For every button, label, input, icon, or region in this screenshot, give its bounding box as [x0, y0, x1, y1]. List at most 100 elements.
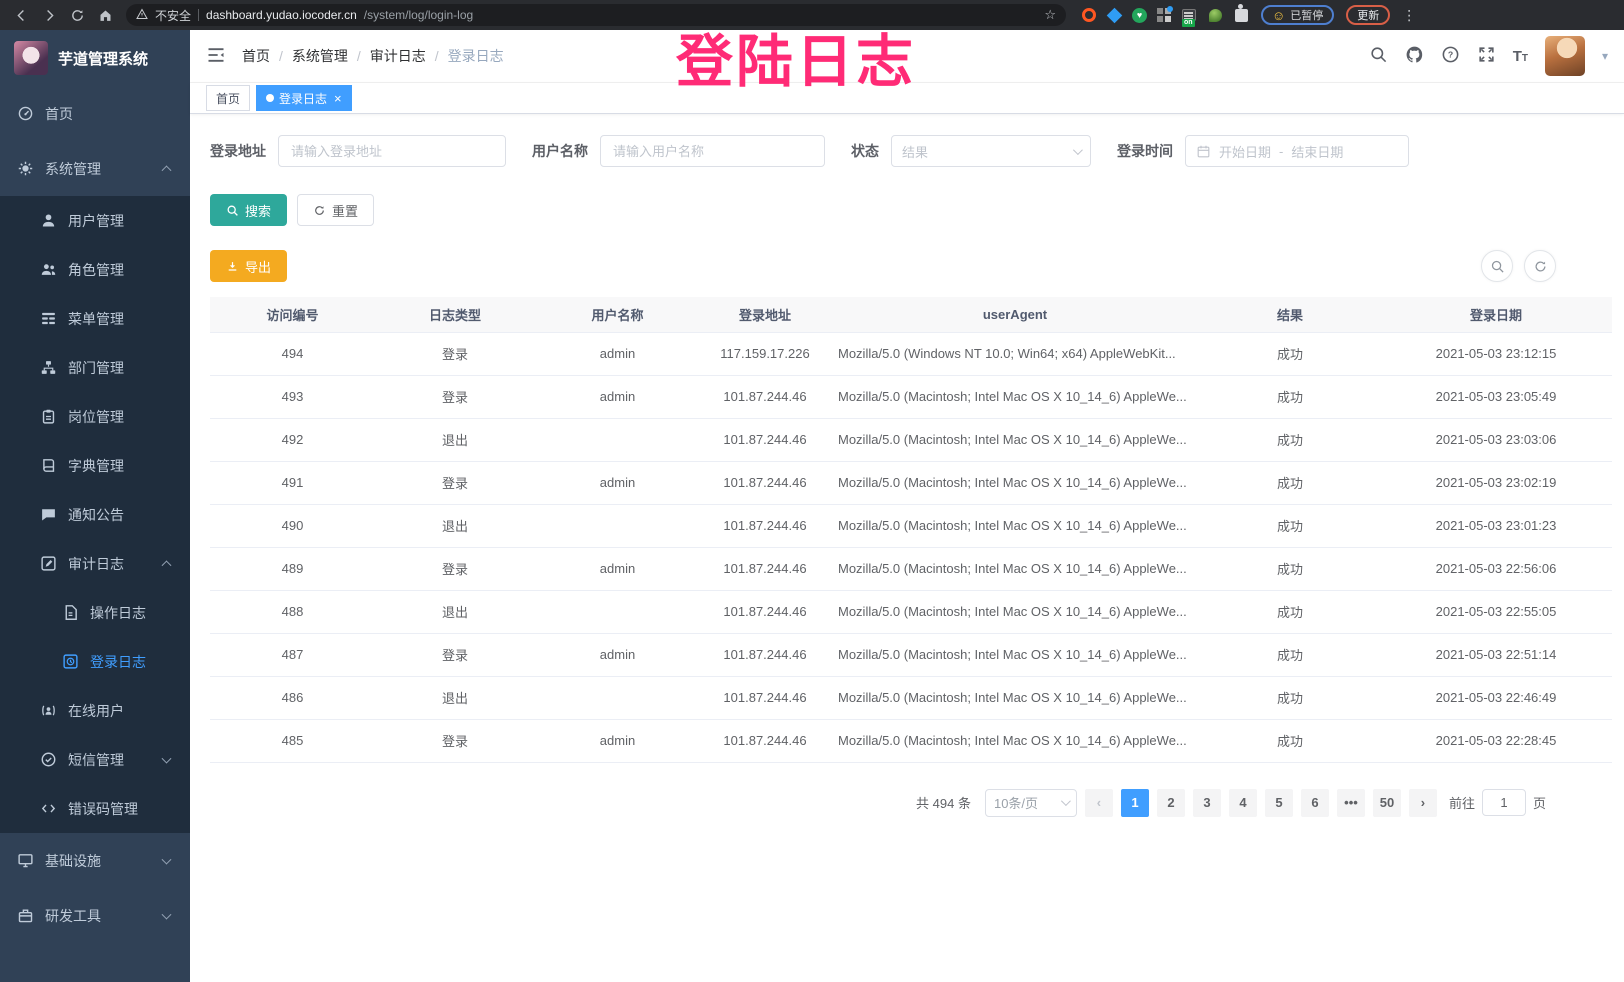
table-row: 489 登录 admin 101.87.244.46 Mozilla/5.0 (Maci…: [210, 547, 1612, 591]
page-button-6[interactable]: 6: [1300, 788, 1329, 817]
breadcrumb-system[interactable]: 系统管理: [291, 48, 348, 64]
cell-visit-id: 494: [210, 332, 375, 376]
sidebar-item-menus[interactable]: 菜单管理: [0, 294, 190, 343]
search-button[interactable]: 搜索: [210, 194, 288, 226]
sidebar-item-posts[interactable]: 岗位管理: [0, 392, 190, 441]
cell-login-date: 2021-05-03 23:03:06: [1380, 418, 1612, 462]
sidebar-item-login-log[interactable]: 登录日志: [0, 637, 190, 686]
cell-visit-id: 491: [210, 461, 375, 505]
toggle-search-button[interactable]: [1481, 250, 1513, 282]
extension-orange-icon[interactable]: [1082, 8, 1096, 22]
end-date-placeholder[interactable]: 结束日期: [1291, 144, 1344, 160]
cell-result: 成功: [1200, 375, 1380, 419]
cell-result: 成功: [1200, 461, 1380, 505]
sidebar-item-notice[interactable]: 通知公告: [0, 490, 190, 539]
page-size-select[interactable]: 10条/页: [984, 788, 1077, 817]
sidebar-item-depts[interactable]: 部门管理: [0, 343, 190, 392]
help-icon[interactable]: ?: [1441, 45, 1460, 67]
sidebar-item-operation-log[interactable]: 操作日志: [0, 588, 190, 637]
browser-forward-icon[interactable]: [36, 3, 62, 27]
paused-label: 已暂停: [1290, 10, 1324, 22]
login-address-input[interactable]: [278, 135, 506, 167]
login-time-range-picker[interactable]: 开始日期 - 结束日期: [1185, 135, 1409, 167]
browser-menu-icon[interactable]: ⋮: [1402, 6, 1417, 23]
sidebar-item-error-code[interactable]: 错误码管理: [0, 784, 190, 833]
sidebar: 芋道管理系统 首页 系统管理 用户管理 角色管理 菜单管理 部门管理 岗位管理 字典管理 通知公…: [0, 30, 190, 982]
top-navbar: 首页 / 系统管理 / 审计日志 / 登录日志 ? TT ▾: [190, 30, 1624, 83]
sidebar-item-users[interactable]: 用户管理: [0, 196, 190, 245]
cell-visit-id: 486: [210, 676, 375, 720]
page-button-3[interactable]: 3: [1192, 788, 1221, 817]
export-button[interactable]: 导出: [210, 250, 288, 282]
cell-log-type: 登录: [375, 547, 535, 591]
avatar-caret-down-icon[interactable]: ▾: [1601, 49, 1608, 63]
browser-home-icon[interactable]: [92, 3, 118, 27]
sidebar-item-system[interactable]: 系统管理: [0, 141, 190, 196]
cell-login-date: 2021-05-03 22:51:14: [1380, 633, 1612, 677]
pager-more-button[interactable]: •••: [1336, 788, 1365, 817]
profile-smiley-icon: ☺: [1272, 7, 1286, 23]
browser-update-button[interactable]: 更新: [1346, 5, 1391, 25]
pager-prev-button[interactable]: ‹: [1084, 788, 1113, 817]
extension-heart-icon[interactable]: ♥: [1132, 7, 1147, 23]
url-bar[interactable]: 不安全 dashboard.yudao.iocoder.cn/system/lo…: [126, 4, 1066, 26]
extension-gem-icon[interactable]: [1106, 7, 1122, 23]
pager-next-button[interactable]: ›: [1408, 788, 1437, 817]
font-size-icon[interactable]: TT: [1512, 47, 1528, 65]
search-icon: [227, 205, 238, 216]
cell-result: 成功: [1200, 418, 1380, 462]
sidebar-item-roles[interactable]: 角色管理: [0, 245, 190, 294]
page-button-5[interactable]: 5: [1264, 788, 1293, 817]
extensions-puzzle-icon[interactable]: [1234, 8, 1248, 22]
sidebar-item-audit-log[interactable]: 审计日志: [0, 539, 190, 588]
breadcrumb-home[interactable]: 首页: [242, 48, 270, 64]
sidebar-item-online-users[interactable]: 在线用户: [0, 686, 190, 735]
sidebar-item-dev-tools[interactable]: 研发工具: [0, 888, 190, 943]
docLog-icon: [62, 604, 79, 621]
extension-grid-icon[interactable]: [1157, 6, 1173, 22]
sidebar-item-sms[interactable]: 短信管理: [0, 735, 190, 784]
bookmark-star-icon[interactable]: ☆: [1044, 7, 1056, 22]
breadcrumb-audit-log[interactable]: 审计日志: [369, 48, 426, 64]
goto-page-input[interactable]: [1481, 789, 1526, 816]
cell-login-address: 101.87.244.46: [700, 719, 830, 763]
log-icon: [40, 555, 57, 572]
user-avatar[interactable]: [1544, 36, 1585, 76]
cell-user-agent: Mozilla/5.0 (Macintosh; Intel Mac OS X 1…: [830, 590, 1200, 634]
start-date-placeholder[interactable]: 开始日期: [1219, 144, 1272, 160]
refresh-table-button[interactable]: [1524, 250, 1556, 282]
page-button-2[interactable]: 2: [1156, 788, 1185, 817]
extension-list-icon[interactable]: [1182, 9, 1196, 21]
sidebar-item-dict[interactable]: 字典管理: [0, 441, 190, 490]
sidebar-item-home[interactable]: 首页: [0, 86, 190, 141]
status-select[interactable]: 结果: [891, 135, 1091, 167]
cell-user-agent: Mozilla/5.0 (Macintosh; Intel Mac OS X 1…: [830, 719, 1200, 763]
cell-visit-id: 493: [210, 375, 375, 419]
browser-back-icon[interactable]: [8, 3, 34, 27]
logo-image: [14, 41, 48, 75]
page-button-4[interactable]: 4: [1228, 788, 1257, 817]
tag-login-log[interactable]: 登录日志 ×: [256, 85, 352, 111]
header-search-icon[interactable]: [1369, 45, 1388, 67]
profile-paused-pill[interactable]: ☺ 已暂停: [1261, 5, 1335, 25]
page-button-50[interactable]: 50: [1372, 788, 1401, 817]
cell-visit-id: 487: [210, 633, 375, 677]
cell-result: 成功: [1200, 332, 1380, 376]
username-input[interactable]: [600, 135, 825, 167]
cell-visit-id: 489: [210, 547, 375, 591]
cell-visit-id: 490: [210, 504, 375, 548]
tag-home[interactable]: 首页: [206, 85, 251, 111]
user-icon: [40, 212, 57, 229]
github-icon[interactable]: [1405, 45, 1424, 67]
tag-close-icon[interactable]: ×: [334, 90, 342, 106]
extension-plant-icon[interactable]: [1208, 8, 1222, 22]
orgTree-icon: [40, 359, 57, 376]
sidebar-item-infra[interactable]: 基础设施: [0, 833, 190, 888]
chevron-down-icon: [161, 753, 172, 764]
sidebar-toggle-icon[interactable]: [206, 45, 226, 68]
reset-button[interactable]: 重置: [297, 194, 375, 226]
browser-reload-icon[interactable]: [64, 3, 90, 27]
fullscreen-icon[interactable]: [1477, 45, 1496, 67]
page-button-1[interactable]: 1: [1120, 788, 1149, 817]
cell-login-address: 101.87.244.46: [700, 375, 830, 419]
